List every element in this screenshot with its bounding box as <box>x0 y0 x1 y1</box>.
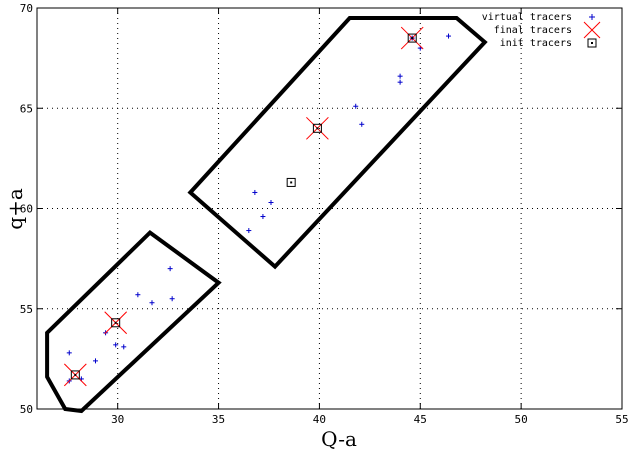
x-tick-label: 30 <box>111 413 124 426</box>
square-outline <box>286 177 296 187</box>
init-tracers-point <box>111 318 121 328</box>
x-tick-label: 55 <box>615 413 628 426</box>
y-tick-label: 50 <box>20 403 33 416</box>
x-stroke-b <box>583 21 601 39</box>
square-outline <box>407 33 417 43</box>
virtual-tracers-point <box>397 79 403 85</box>
virtual-tracers-point <box>359 121 365 127</box>
virtual-tracers-point <box>246 228 252 234</box>
virtual-tracers-point <box>113 342 119 348</box>
virtual-tracers-point <box>149 300 155 306</box>
square-dot <box>591 42 593 44</box>
grid-layer <box>37 8 622 409</box>
virtual-tracers-point <box>397 73 403 79</box>
virtual-tracers-point <box>252 189 258 195</box>
virtual-tracers-point <box>169 296 175 302</box>
virtual-tracers-point <box>167 266 173 272</box>
legend-marker <box>587 38 597 48</box>
init-tracers-point <box>407 33 417 43</box>
square-dot <box>290 181 293 184</box>
virtual-tracers-point <box>135 292 141 298</box>
legend-label: virtual tracers <box>482 12 572 23</box>
square-outline <box>312 123 322 133</box>
x-tick-label: 40 <box>313 413 326 426</box>
init-tracers-point <box>70 370 80 380</box>
init-tracers-point <box>312 123 322 133</box>
virtual-tracers-point <box>353 103 359 109</box>
point-layer <box>63 26 452 387</box>
square-outline <box>70 370 80 380</box>
square-dot <box>74 373 77 376</box>
virtual-tracers-point <box>268 199 274 205</box>
virtual-tracers-point <box>93 358 98 364</box>
x-tick-label: 35 <box>212 413 225 426</box>
y-tick-label: 55 <box>20 303 33 316</box>
virtual-tracers-point <box>446 33 452 39</box>
virtual-tracers-point <box>66 350 72 356</box>
square-outline <box>111 318 121 328</box>
x-tick-label: 50 <box>515 413 528 426</box>
virtual-tracers-point <box>121 344 127 350</box>
square-dot <box>316 127 319 130</box>
square-dot <box>114 321 117 324</box>
upper-region <box>187 16 488 270</box>
x-axis-label: Q-a <box>321 427 357 451</box>
legend-marker <box>583 21 601 39</box>
y-axis-label: q+a <box>3 188 27 230</box>
square-dot <box>411 37 414 40</box>
y-tick-label: 70 <box>20 2 33 15</box>
legend-marker <box>589 14 595 20</box>
legend-label: final tracers <box>494 25 572 36</box>
y-tick-label: 65 <box>20 102 33 115</box>
tick-layer: 30 35 40 45 50 55 50 55 60 65 70 <box>20 2 629 426</box>
legend: virtual tracers final tracers init tracers <box>482 12 601 49</box>
legend-label: init tracers <box>500 38 572 49</box>
square-outline <box>587 38 597 48</box>
x-tick-label: 45 <box>414 413 427 426</box>
virtual-tracers-point <box>260 214 266 220</box>
y-tick-label: 60 <box>20 203 33 216</box>
init-tracers-point <box>286 177 296 187</box>
